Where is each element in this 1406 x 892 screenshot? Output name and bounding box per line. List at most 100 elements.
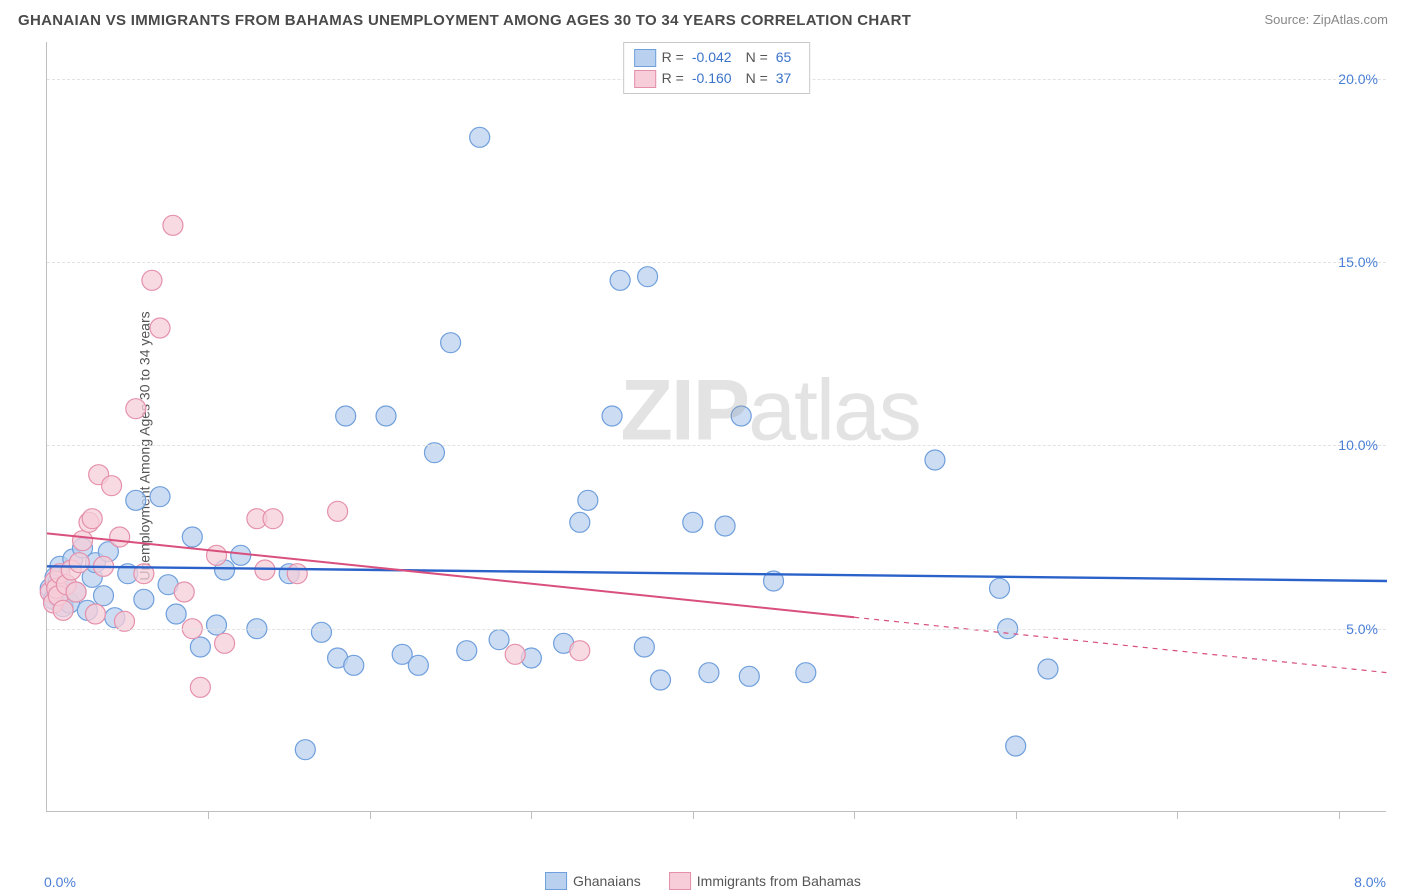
data-point <box>731 406 751 426</box>
n-label: N = <box>746 47 768 68</box>
data-point <box>489 630 509 650</box>
data-point <box>990 578 1010 598</box>
stats-row: R = -0.042 N = 65 <box>634 47 800 68</box>
data-point <box>190 637 210 657</box>
data-point <box>163 215 183 235</box>
stats-legend: R = -0.042 N = 65 R = -0.160 N = 37 <box>623 42 811 94</box>
swatch-icon <box>545 872 567 890</box>
legend-item: Immigrants from Bahamas <box>669 872 861 890</box>
gridline-h <box>47 445 1386 446</box>
data-point <box>457 641 477 661</box>
series-legend: Ghanaians Immigrants from Bahamas <box>545 872 861 890</box>
x-axis-min-label: 0.0% <box>44 874 76 890</box>
data-point <box>376 406 396 426</box>
x-tick <box>693 811 694 819</box>
data-point <box>650 670 670 690</box>
data-point <box>602 406 622 426</box>
n-label: N = <box>746 68 768 89</box>
plot-area: R = -0.042 N = 65 R = -0.160 N = 37 ZIPa… <box>46 42 1386 812</box>
data-point <box>215 633 235 653</box>
data-point <box>150 487 170 507</box>
data-point <box>796 663 816 683</box>
data-point <box>441 333 461 353</box>
data-point <box>207 545 227 565</box>
legend-item: Ghanaians <box>545 872 641 890</box>
data-point <box>263 509 283 529</box>
data-point <box>190 677 210 697</box>
data-point <box>336 406 356 426</box>
data-point <box>344 655 364 675</box>
data-point <box>408 655 428 675</box>
data-point <box>53 600 73 620</box>
data-point <box>207 615 227 635</box>
trend-line <box>47 566 1387 581</box>
swatch-series-a <box>634 49 656 67</box>
data-point <box>570 512 590 532</box>
chart-title: GHANAIAN VS IMMIGRANTS FROM BAHAMAS UNEM… <box>18 12 911 29</box>
y-tick-label: 5.0% <box>1336 621 1378 637</box>
data-point <box>1006 736 1026 756</box>
gridline-h <box>47 262 1386 263</box>
legend-label: Ghanaians <box>573 873 641 889</box>
data-point <box>311 622 331 642</box>
source-attribution: Source: ZipAtlas.com <box>1264 12 1388 27</box>
data-point <box>683 512 703 532</box>
swatch-series-b <box>634 70 656 88</box>
x-tick <box>370 811 371 819</box>
data-point <box>570 641 590 661</box>
data-point <box>295 740 315 760</box>
r-label: R = <box>662 47 684 68</box>
data-point <box>82 509 102 529</box>
y-tick-label: 10.0% <box>1328 437 1378 453</box>
legend-label: Immigrants from Bahamas <box>697 873 861 889</box>
data-point <box>610 270 630 290</box>
x-tick <box>1177 811 1178 819</box>
data-point <box>94 586 114 606</box>
data-point <box>231 545 251 565</box>
x-tick <box>1339 811 1340 819</box>
data-point <box>505 644 525 664</box>
data-point <box>69 553 89 573</box>
gridline-h <box>47 629 1386 630</box>
data-point <box>1038 659 1058 679</box>
data-point <box>102 476 122 496</box>
data-point <box>739 666 759 686</box>
data-point <box>287 564 307 584</box>
x-tick <box>854 811 855 819</box>
data-point <box>699 663 719 683</box>
n-value: 37 <box>776 68 792 89</box>
data-point <box>126 399 146 419</box>
data-point <box>182 527 202 547</box>
data-point <box>578 490 598 510</box>
data-point <box>85 604 105 624</box>
data-point <box>174 582 194 602</box>
x-tick <box>531 811 532 819</box>
data-point <box>66 582 86 602</box>
data-point <box>150 318 170 338</box>
r-value: -0.160 <box>692 68 732 89</box>
data-point <box>328 501 348 521</box>
r-value: -0.042 <box>692 47 732 68</box>
r-label: R = <box>662 68 684 89</box>
x-tick <box>1016 811 1017 819</box>
data-point <box>925 450 945 470</box>
data-point <box>715 516 735 536</box>
n-value: 65 <box>776 47 792 68</box>
data-point <box>126 490 146 510</box>
data-point <box>638 267 658 287</box>
data-point <box>134 589 154 609</box>
data-point <box>142 270 162 290</box>
x-axis-max-label: 8.0% <box>1354 874 1386 890</box>
x-tick <box>208 811 209 819</box>
trend-line-extrapolated <box>854 617 1387 672</box>
swatch-icon <box>669 872 691 890</box>
data-point <box>634 637 654 657</box>
data-point <box>73 531 93 551</box>
y-tick-label: 15.0% <box>1328 254 1378 270</box>
scatter-svg <box>47 42 1386 811</box>
data-point <box>470 127 490 147</box>
stats-row: R = -0.160 N = 37 <box>634 68 800 89</box>
y-tick-label: 20.0% <box>1328 71 1378 87</box>
data-point <box>255 560 275 580</box>
data-point <box>166 604 186 624</box>
